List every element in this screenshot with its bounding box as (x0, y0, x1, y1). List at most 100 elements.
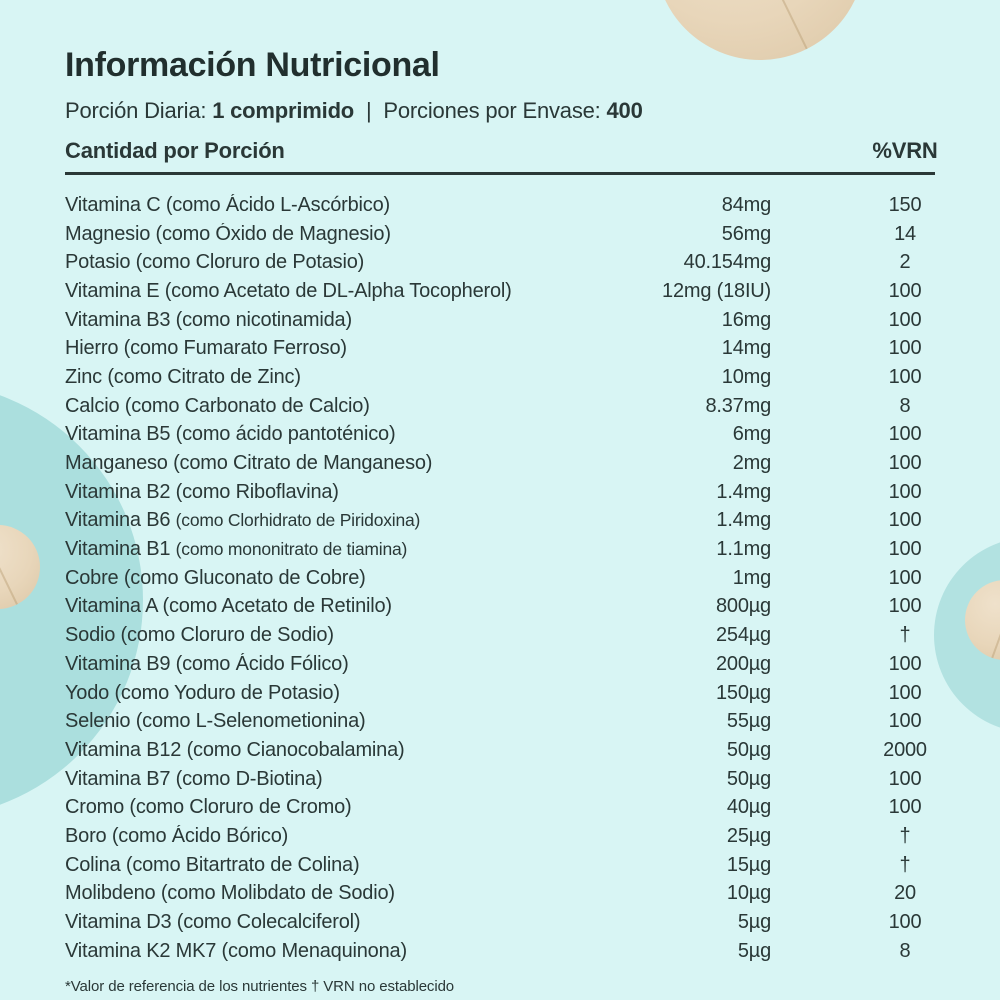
separator: | (365, 98, 372, 123)
nutrient-source: (como Acetato de DL-Alpha Tocopherol) (164, 279, 512, 302)
table-row: Molibdeno (como Molibdato de Sodio) 10µg 2… (65, 880, 970, 909)
nutrient-vrn: 100 (888, 452, 922, 475)
table-row: Calcio (como Carbonato de Calcio) 8.37mg 8 (65, 392, 970, 421)
page-title: Información Nutricional (65, 46, 440, 84)
nutrient-name: Cobre (como Gluconato de Cobre) (65, 566, 366, 589)
vrn-column-header: %VRN (872, 138, 938, 163)
nutrient-amount: 50µg (726, 738, 771, 761)
nutrient-source: (como Gluconato de Cobre) (123, 566, 366, 589)
nutrient-name: Magnesio (como Óxido de Magnesio) (65, 222, 391, 245)
nutrient-name: Boro (como Ácido Bórico) (65, 824, 289, 847)
nutrient-amount: 12mg (18IU) (662, 279, 771, 302)
servings-per-container-label: Porciones por Envase: (383, 98, 601, 123)
nutrient-name: Vitamina B5 (como ácido pantoténico) (65, 423, 396, 446)
table-row: Cobre (como Gluconato de Cobre) 1mg 100 (65, 564, 970, 593)
table-row: Selenio (como L-Selenometionina) 55µg 100 (65, 707, 970, 736)
nutrient-vrn: 100 (888, 509, 922, 532)
table-row: Yodo (como Yoduro de Potasio) 150µg 100 (65, 679, 970, 708)
nutrient-source: (como Clorhidrato de Piridoxina) (175, 510, 421, 531)
nutrient-vrn: 100 (888, 538, 922, 561)
nutrient-vrn: 100 (888, 365, 922, 388)
nutrient-amount: 2mg (732, 452, 772, 475)
nutrient-name: Molibdeno (como Molibdato de Sodio) (65, 882, 395, 905)
nutrient-source: (como Cloruro de Sodio) (120, 624, 334, 647)
nutrient-source: (como Bitartrato de Colina) (125, 853, 360, 876)
nutrient-source: (como Cianocobalamina) (186, 738, 405, 761)
nutrient-amount: 254µg (715, 624, 771, 647)
nutrient-amount: 1.4mg (716, 480, 771, 503)
nutrient-amount: 200µg (715, 652, 771, 675)
nutrient-amount: 15µg (726, 853, 771, 876)
nutrient-source: (como Ácido Bórico) (111, 824, 289, 847)
nutrient-vrn: 8 (899, 939, 911, 962)
nutrient-vrn: 100 (888, 337, 922, 360)
nutrient-vrn: 20 (894, 882, 916, 905)
nutrient-source: (como ácido pantoténico) (175, 423, 396, 446)
nutrient-amount: 1mg (732, 566, 772, 589)
nutrient-source: (como Cloruro de Cromo) (129, 796, 352, 819)
nutrient-vrn: 2000 (883, 738, 927, 761)
table-row: Vitamina B5 (como ácido pantoténico) 6mg 1… (65, 421, 970, 450)
nutrient-vrn: 100 (888, 681, 922, 704)
nutrient-name: Colina (como Bitartrato de Colina) (65, 853, 360, 876)
nutrient-vrn: † (899, 624, 911, 647)
nutrient-amount: 10mg (721, 365, 771, 388)
nutrient-vrn: 150 (888, 193, 922, 216)
servings-per-container-value: 400 (606, 98, 643, 123)
nutrient-source: (como Acetato de Retinilo) (162, 595, 393, 618)
table-row: Vitamina B3 (como nicotinamida) 16mg 100 (65, 306, 970, 335)
nutrient-amount: 55µg (726, 710, 771, 733)
nutrient-amount: 84mg (721, 193, 771, 216)
nutrient-vrn: 100 (888, 710, 922, 733)
table-row: Vitamina B12 (como Cianocobalamina) 50µg 2… (65, 736, 970, 765)
nutrient-name: Vitamina B7 (como D-Biotina) (65, 767, 323, 790)
nutrient-vrn: 100 (888, 480, 922, 503)
table-row: Potasio (como Cloruro de Potasio) 40.154m… (65, 248, 970, 277)
nutrient-name: Vitamina B9 (como Ácido Fólico) (65, 652, 349, 675)
nutrient-amount: 150µg (715, 681, 771, 704)
table-row: Vitamina K2 MK7 (como Menaquinona) 5µg 8 (65, 937, 970, 966)
nutrient-vrn: 2 (899, 251, 911, 274)
nutrient-source: (como Citrato de Zinc) (107, 365, 301, 388)
nutrient-vrn: † (899, 824, 911, 847)
nutrient-name: Yodo (como Yoduro de Potasio) (65, 681, 340, 704)
table-row: Sodio (como Cloruro de Sodio) 254µg † (65, 621, 970, 650)
nutrient-name: Zinc (como Citrato de Zinc) (65, 365, 301, 388)
nutrient-vrn: 100 (888, 911, 922, 934)
nutrient-vrn: † (899, 853, 911, 876)
nutrient-name: Vitamina B2 (como Riboflavina) (65, 480, 339, 503)
nutrient-vrn: 100 (888, 566, 922, 589)
nutrient-amount: 40µg (726, 796, 771, 819)
nutrient-amount: 25µg (726, 824, 771, 847)
header-divider (65, 172, 935, 175)
nutrient-name: Vitamina B12 (como Cianocobalamina) (65, 738, 405, 761)
nutrient-name: Sodio (como Cloruro de Sodio) (65, 624, 334, 647)
nutrient-source: (como Ácido Fólico) (175, 652, 349, 675)
table-row: Cromo (como Cloruro de Cromo) 40µg 100 (65, 793, 970, 822)
nutrient-vrn: 100 (888, 767, 922, 790)
tablet-score-line (0, 525, 22, 609)
nutrient-vrn: 100 (888, 279, 922, 302)
nutrient-amount: 56mg (721, 222, 771, 245)
nutrient-source: (como Molibdato de Sodio) (160, 882, 395, 905)
nutrient-amount: 5µg (737, 911, 771, 934)
nutrient-amount: 6mg (732, 423, 772, 446)
table-row: Vitamina A (como Acetato de Retinilo) 800… (65, 593, 970, 622)
nutrient-source: (como D-Biotina) (175, 767, 323, 790)
nutrient-vrn: 100 (888, 652, 922, 675)
nutrient-source: (como Carbonato de Calcio) (124, 394, 370, 417)
nutrient-source: (como Riboflavina) (175, 480, 339, 503)
nutrient-name: Vitamina C (como Ácido L-Ascórbico) (65, 193, 390, 216)
nutrient-table: Vitamina C (como Ácido L-Ascórbico) 84mg 1… (65, 191, 970, 966)
nutrient-source: (como Cloruro de Potasio) (135, 251, 365, 274)
nutrient-vrn: 100 (888, 595, 922, 618)
table-row: Vitamina B2 (como Riboflavina) 1.4mg 100 (65, 478, 970, 507)
nutrient-name: Cromo (como Cloruro de Cromo) (65, 796, 352, 819)
nutrient-vrn: 14 (894, 222, 916, 245)
serving-size-value: 1 comprimido (212, 98, 355, 123)
nutrient-amount: 10µg (726, 882, 771, 905)
nutrient-amount: 8.37mg (705, 394, 771, 417)
nutrient-source: (como Ácido L-Ascórbico) (165, 193, 390, 216)
nutrient-name: Vitamina E (como Acetato de DL-Alpha Toc… (65, 279, 512, 302)
tablet-score-line (988, 580, 1000, 660)
